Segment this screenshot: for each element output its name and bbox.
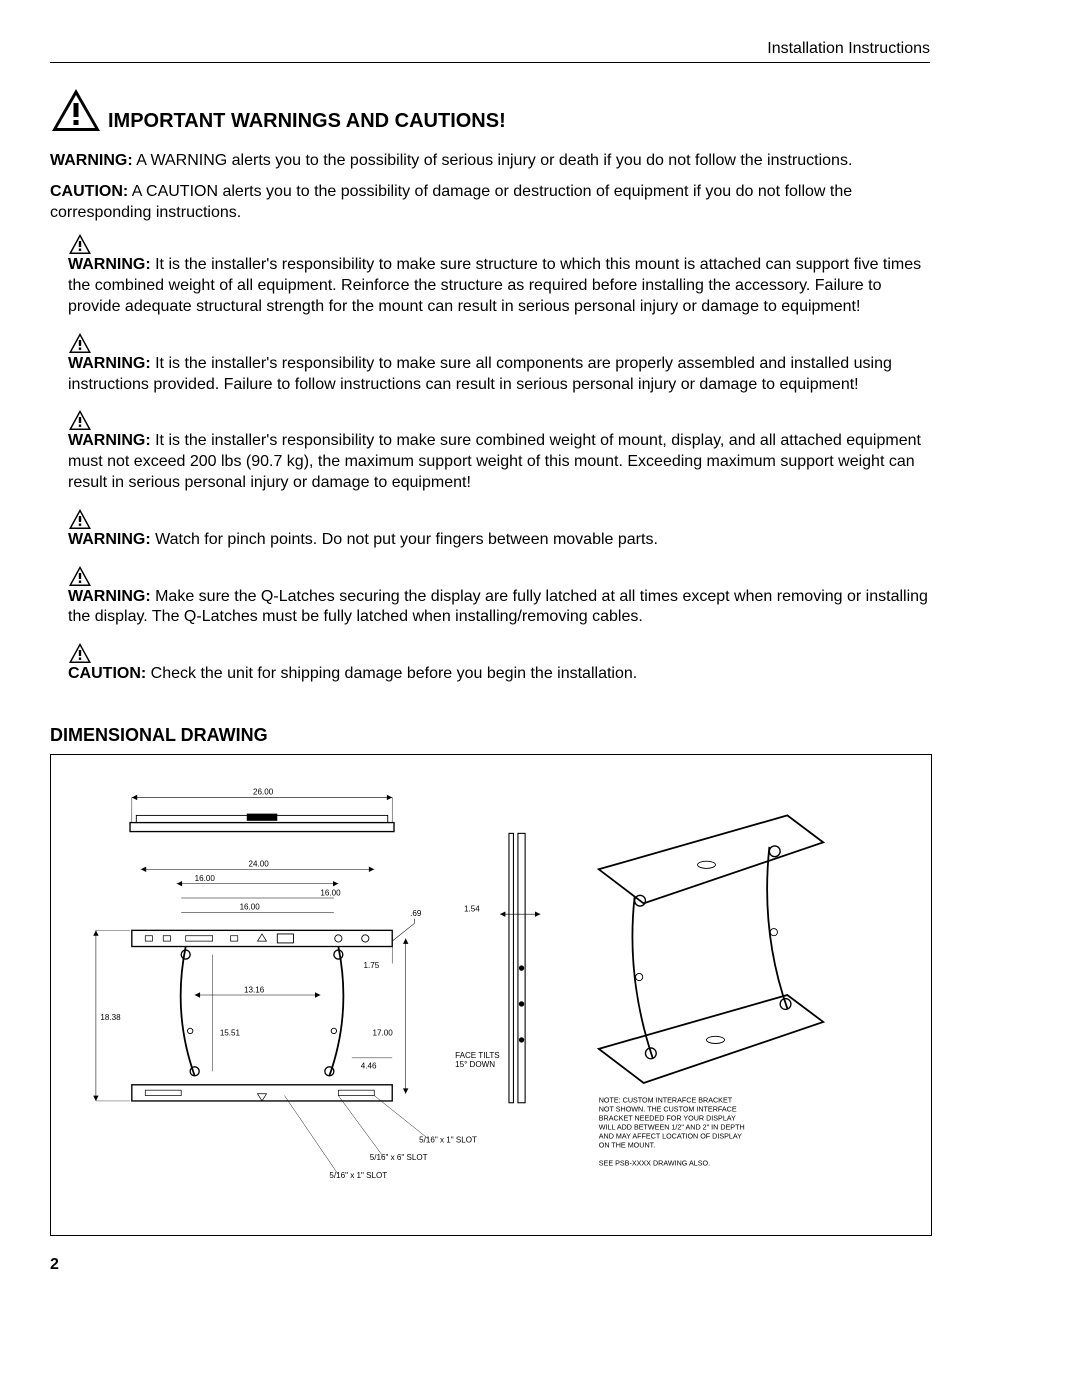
- warning-label: WARNING:: [68, 256, 151, 273]
- warning-triangle-icon: [68, 409, 92, 431]
- dim-1551: 15.51: [220, 1028, 241, 1037]
- dim-24: 24.00: [249, 860, 270, 869]
- warning-triangle-icon: [68, 642, 92, 664]
- face-tilts-1: FACE TILTS: [455, 1051, 500, 1060]
- intro-caution-label: CAUTION:: [50, 183, 128, 200]
- intro-warning: WARNING: A WARNING alerts you to the pos…: [50, 151, 930, 172]
- warning-triangle-icon: [68, 233, 92, 255]
- slot-1b: 5/16" x 1" SLOT: [329, 1171, 387, 1180]
- caution-item-5: CAUTION: Check the unit for shipping dam…: [68, 642, 930, 685]
- dimensional-drawing: 26.00 24.00 16.00 16.00 16.00 .69 1.75: [50, 754, 932, 1236]
- warning-label: WARNING:: [68, 432, 151, 449]
- dim-26: 26.00: [253, 788, 274, 797]
- warning-item-1: WARNING: It is the installer's responsib…: [68, 332, 930, 396]
- face-tilts-2: 15° DOWN: [455, 1060, 495, 1069]
- note-line-5: AND MAY AFFECT LOCATION OF DISPLAY: [599, 1133, 742, 1141]
- dim-16b: 16.00: [320, 888, 341, 897]
- warning-triangle-icon: [68, 565, 92, 587]
- page-number: 2: [50, 1256, 930, 1274]
- intro-warning-label: WARNING:: [50, 152, 133, 169]
- dim-154: 1.54: [464, 904, 480, 913]
- dimensional-drawing-heading: DIMENSIONAL DRAWING: [50, 725, 930, 746]
- note-line-1: NOTE: CUSTOM INTERAFCE BRACKET: [599, 1097, 733, 1105]
- header-title: Installation Instructions: [767, 40, 930, 57]
- warning-text: Make sure the Q-Latches securing the dis…: [68, 588, 928, 626]
- caution-text: Check the unit for shipping damage befor…: [146, 665, 637, 682]
- warning-item-2: WARNING: It is the installer's responsib…: [68, 409, 930, 493]
- page-header: Installation Instructions: [50, 40, 930, 63]
- caution-label: CAUTION:: [68, 665, 146, 682]
- warning-text: It is the installer's responsibility to …: [68, 256, 921, 315]
- intro-caution-text: A CAUTION alerts you to the possibility …: [50, 183, 852, 221]
- dim-1838: 18.38: [100, 1013, 121, 1022]
- warning-label: WARNING:: [68, 531, 151, 548]
- warning-triangle-icon: [68, 508, 92, 530]
- dim-069: .69: [410, 909, 422, 918]
- dim-446: 4.46: [361, 1062, 377, 1071]
- warning-item-0: WARNING: It is the installer's responsib…: [68, 233, 930, 317]
- dim-16c: 16.00: [240, 903, 261, 912]
- warning-triangle-icon: [68, 332, 92, 354]
- note-line-3: BRACKET NEEDED FOR YOUR DISPLAY: [599, 1115, 736, 1123]
- warning-item-3: WARNING: Watch for pinch points. Do not …: [68, 508, 930, 551]
- note-line-2: NOT SHOWN. THE CUSTOM INTERFACE: [599, 1106, 737, 1114]
- note-line-6: ON THE MOUNT.: [599, 1142, 655, 1150]
- warning-text: Watch for pinch points. Do not put your …: [151, 531, 658, 548]
- dim-16a: 16.00: [195, 874, 216, 883]
- dim-175: 1.75: [363, 961, 379, 970]
- warning-triangle-icon: [50, 87, 102, 133]
- warnings-title-row: IMPORTANT WARNINGS AND CAUTIONS!: [50, 87, 930, 133]
- dim-1316: 13.16: [244, 985, 265, 994]
- isometric-view: [599, 815, 823, 1083]
- intro-warning-text: A WARNING alerts you to the possibility …: [133, 152, 853, 169]
- slot-1: 5/16" x 1" SLOT: [419, 1135, 477, 1144]
- warnings-section-title: IMPORTANT WARNINGS AND CAUTIONS!: [108, 110, 506, 133]
- warning-label: WARNING:: [68, 355, 151, 372]
- note-line-7: SEE PSB-XXXX DRAWING ALSO.: [599, 1160, 710, 1168]
- note-line-4: WILL ADD BETWEEN 1/2" AND 2" IN DEPTH: [599, 1124, 745, 1132]
- slot-6: 5/16" x 6" SLOT: [370, 1153, 428, 1162]
- warning-item-4: WARNING: Make sure the Q-Latches securin…: [68, 565, 930, 629]
- warning-text: It is the installer's responsibility to …: [68, 432, 921, 491]
- intro-caution: CAUTION: A CAUTION alerts you to the pos…: [50, 182, 930, 224]
- dim-17: 17.00: [372, 1028, 393, 1037]
- warning-text: It is the installer's responsibility to …: [68, 355, 892, 393]
- warning-label: WARNING:: [68, 588, 151, 605]
